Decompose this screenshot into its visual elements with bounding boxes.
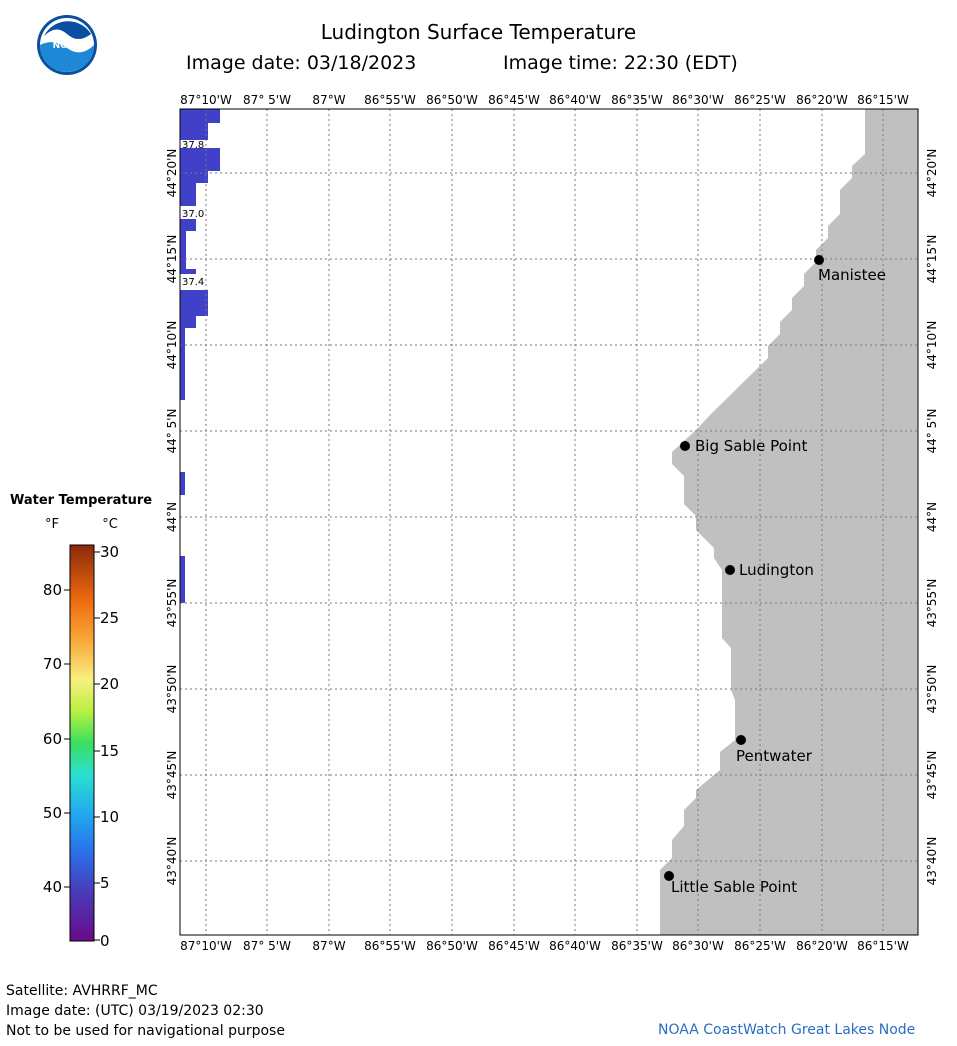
page-title: Ludington Surface Temperature: [320, 20, 637, 44]
legend-unit-f: °F: [45, 517, 59, 532]
legend-f-tick: 80: [43, 581, 62, 599]
place-label-big-sable-point: Big Sable Point: [695, 437, 808, 455]
lat-labels-left: 44°20'N 44°15'N 44°10'N 44° 5'N 44°N 43°…: [165, 149, 179, 886]
lon-label: 86°45'W: [488, 93, 540, 107]
sst-value-labels: 37.8 37.0 37.4: [182, 140, 204, 288]
lon-label: 86°50'W: [426, 939, 478, 953]
legend-c-tick: 0: [100, 932, 110, 950]
lon-label: 86°45'W: [488, 939, 540, 953]
land-area: [660, 109, 918, 935]
places: Manistee Big Sable Point Ludington Pentw…: [664, 255, 886, 896]
legend-f-tick: 40: [43, 878, 62, 896]
lat-label: 43°40'N: [165, 837, 179, 886]
lon-label: 86°25'W: [734, 939, 786, 953]
legend-c-ticks: 30 25 20 15 10 5 0: [100, 543, 119, 950]
lat-label: 44°20'N: [925, 149, 939, 198]
sst-pixels: [180, 109, 220, 603]
place-marker: [736, 735, 746, 745]
lon-label: 87° 5'W: [243, 939, 291, 953]
lat-label: 44°10'N: [925, 321, 939, 370]
place-label-manistee: Manistee: [818, 266, 886, 284]
lat-label: 44°N: [165, 502, 179, 532]
lat-label: 44°10'N: [165, 321, 179, 370]
lat-label: 43°55'N: [165, 579, 179, 628]
legend-f-tick: 70: [43, 655, 62, 673]
lat-label: 44° 5'N: [925, 409, 939, 454]
lon-label: 87°W: [312, 939, 345, 953]
lon-label: 86°20'W: [796, 93, 848, 107]
place-marker: [664, 871, 674, 881]
lat-label: 44°15'N: [925, 235, 939, 284]
legend-c-tick: 10: [100, 808, 119, 826]
lon-label: 87° 5'W: [243, 93, 291, 107]
lat-label: 43°45'N: [165, 751, 179, 800]
lon-label: 86°55'W: [364, 939, 416, 953]
lon-label: 86°20'W: [796, 939, 848, 953]
lat-label: 43°50'N: [925, 665, 939, 714]
satellite-info: Satellite: AVHRRF_MC: [6, 983, 158, 999]
lat-label: 44°15'N: [165, 235, 179, 284]
image-date: Image date: 03/18/2023: [186, 52, 417, 74]
sst-label: 37.8: [182, 140, 204, 151]
map-frame: [179, 108, 919, 936]
place-marker: [814, 255, 824, 265]
legend-c-tick: 15: [100, 742, 119, 760]
lat-label: 43°40'N: [925, 837, 939, 886]
disclaimer: Not to be used for navigational purpose: [6, 1023, 285, 1039]
lat-label: 44°20'N: [165, 149, 179, 198]
legend-colorbar: [69, 544, 95, 942]
lat-label: 43°55'N: [925, 579, 939, 628]
place-label-little-sable-point: Little Sable Point: [671, 878, 797, 896]
legend-unit-c: °C: [102, 517, 118, 532]
place-label-pentwater: Pentwater: [736, 747, 813, 765]
legend-c-tick: 25: [100, 609, 119, 627]
lon-label: 86°30'W: [672, 93, 724, 107]
graticule: [180, 109, 918, 935]
place-marker: [680, 441, 690, 451]
lon-label: 86°40'W: [549, 939, 601, 953]
lon-label: 86°40'W: [549, 93, 601, 107]
sst-label: 37.0: [182, 209, 204, 220]
lat-labels-right: 44°20'N 44°15'N 44°10'N 44° 5'N 44°N 43°…: [925, 149, 939, 886]
lat-label: 43°50'N: [165, 665, 179, 714]
place-label-ludington: Ludington: [739, 561, 814, 579]
utc-date: Image date: (UTC) 03/19/2023 02:30: [6, 1003, 264, 1019]
lon-label: 87°W: [312, 93, 345, 107]
place-marker: [725, 565, 735, 575]
legend-f-ticks: 80 70 60 50 40: [43, 581, 62, 896]
legend-c-tick: 20: [100, 675, 119, 693]
noaa-logo: NOAA: [36, 14, 98, 76]
sst-label: 37.4: [182, 277, 204, 288]
lat-label: 44° 5'N: [165, 409, 179, 454]
lon-label: 87°10'W: [180, 939, 232, 953]
credit-text: NOAA CoastWatch Great Lakes Node: [658, 1022, 916, 1038]
legend-c-tick: 30: [100, 543, 119, 561]
lon-labels-bottom: 87°10'W 87° 5'W 87°W 86°55'W 86°50'W 86°…: [180, 939, 909, 953]
legend-f-tickmarks: [64, 589, 70, 888]
lon-labels-top: 87°10'W 87° 5'W 87°W 86°55'W 86°50'W 86°…: [180, 93, 909, 107]
lon-label: 86°35'W: [611, 93, 663, 107]
lon-label: 86°25'W: [734, 93, 786, 107]
lon-label: 86°30'W: [672, 939, 724, 953]
lon-label: 86°50'W: [426, 93, 478, 107]
legend-title: Water Temperature: [10, 493, 153, 508]
legend-f-tick: 60: [43, 730, 62, 748]
image-time: Image time: 22:30 (EDT): [503, 52, 738, 74]
lat-label: 44°N: [925, 502, 939, 532]
lon-label: 87°10'W: [180, 93, 232, 107]
legend-c-tickmarks: [94, 551, 100, 941]
lon-label: 86°35'W: [611, 939, 663, 953]
logo-text: NOAA: [53, 41, 82, 51]
legend-f-tick: 50: [43, 804, 62, 822]
lon-label: 86°55'W: [364, 93, 416, 107]
lon-label: 86°15'W: [857, 93, 909, 107]
lon-label: 86°15'W: [857, 939, 909, 953]
legend-c-tick: 5: [100, 874, 110, 892]
lat-label: 43°45'N: [925, 751, 939, 800]
